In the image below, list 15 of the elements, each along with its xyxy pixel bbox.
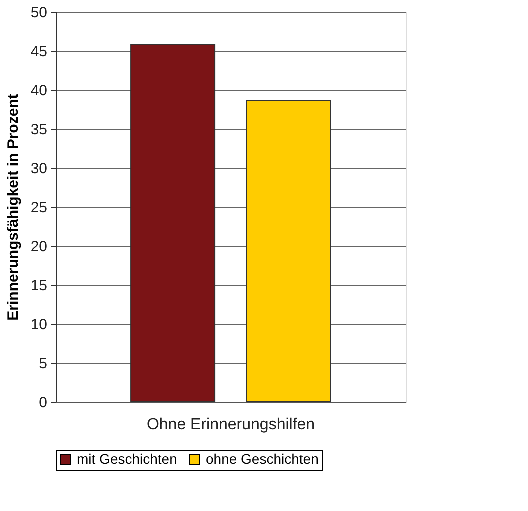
y-tick-label: 50 [30,4,48,22]
y-tick-label: 5 [39,356,48,372]
y-tick-label: 25 [30,200,48,216]
y-tick-label: 40 [30,82,48,100]
legend-label: ohne Geschichten [206,451,319,467]
y-tick-label: 45 [30,44,48,60]
x-tick-label: Ohne Erinnerungshilfen [146,416,316,434]
y-tick-label: 10 [30,316,48,334]
y-axis-title: Erinnerungsfähigkeit in Prozent [4,94,22,321]
legend-label: mit Geschichten [77,451,178,467]
y-tick-label: 20 [30,238,48,256]
y-tick-label: 30 [30,160,48,178]
y-tick-label: 15 [30,278,48,294]
y-tick-label: 0 [39,394,48,412]
y-tick-label: 35 [30,122,48,138]
